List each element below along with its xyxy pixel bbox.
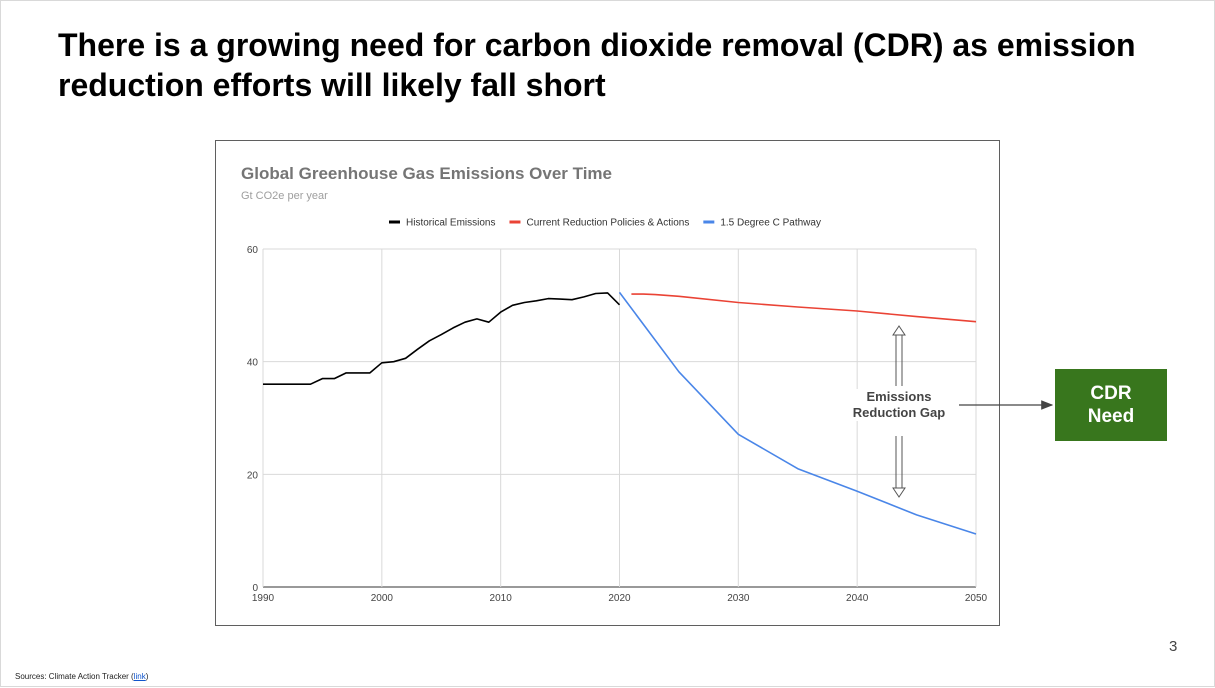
series-line-1-5-degree-c-pathway <box>618 291 977 535</box>
y-tick-label-40: 40 <box>247 358 259 369</box>
sources-prefix: Sources: Climate Action Tracker ( <box>15 672 134 681</box>
x-tick-label-2000: 2000 <box>371 593 394 604</box>
chart-subtitle: Gt CO2e per year <box>241 190 328 202</box>
series-line-current-reduction-policies-actions <box>631 293 977 323</box>
chart-legend: Historical Emissions Current Reduction Po… <box>389 218 821 229</box>
sources-footnote: Sources: Climate Action Tracker (link) <box>15 672 148 681</box>
chart-title: Global Greenhouse Gas Emissions Over Tim… <box>241 164 612 183</box>
y-axis-ticks: 0 20 40 60 <box>247 245 259 594</box>
chart-series <box>263 291 977 535</box>
legend-label-1-5-degree-c-pathway: 1.5 Degree C Pathway <box>720 218 821 229</box>
cdr-line1: CDR <box>1090 383 1132 404</box>
gap-label-line1: Emissions <box>866 389 932 404</box>
series-line-historical-emissions <box>263 292 621 385</box>
sources-suffix: ) <box>145 672 149 681</box>
emissions-reduction-gap-label: Emissions Reduction Gap <box>843 389 955 421</box>
slide-title: There is a growing need for carbon dioxi… <box>58 27 1136 103</box>
chart-container: Global Greenhouse Gas Emissions Over Tim… <box>215 140 1000 626</box>
x-tick-label-2040: 2040 <box>846 593 869 604</box>
sources-link[interactable]: link <box>133 672 146 681</box>
gap-label-line2: Reduction Gap <box>852 405 946 420</box>
cdr-line2: Need <box>1087 406 1135 427</box>
emissions-chart: Global Greenhouse Gas Emissions Over Tim… <box>241 164 988 604</box>
cdr-need-box: CDR Need <box>1055 369 1167 441</box>
legend-label-historical-emissions: Historical Emissions <box>406 218 495 229</box>
y-tick-label-0: 0 <box>252 583 258 594</box>
x-tick-label-2030: 2030 <box>727 593 750 604</box>
x-tick-label-2050: 2050 <box>965 593 988 604</box>
legend-item-historical-emissions: Historical Emissions <box>389 218 495 229</box>
legend-item-current-reduction-policies-actions: Current Reduction Policies & Actions <box>509 218 689 229</box>
legend-item-1-5-degree-c-pathway: 1.5 Degree C Pathway <box>703 218 821 229</box>
page-number: 3 <box>1169 638 1178 655</box>
x-tick-label-2010: 2010 <box>490 593 513 604</box>
y-tick-label-60: 60 <box>247 245 259 256</box>
y-tick-label-20: 20 <box>247 470 259 481</box>
legend-label-current-reduction-policies-actions: Current Reduction Policies & Actions <box>526 218 689 229</box>
x-tick-label-2020: 2020 <box>608 593 631 604</box>
x-axis-ticks: 1990 2000 2010 2020 2030 2040 2050 <box>252 593 988 604</box>
x-tick-label-1990: 1990 <box>252 593 275 604</box>
